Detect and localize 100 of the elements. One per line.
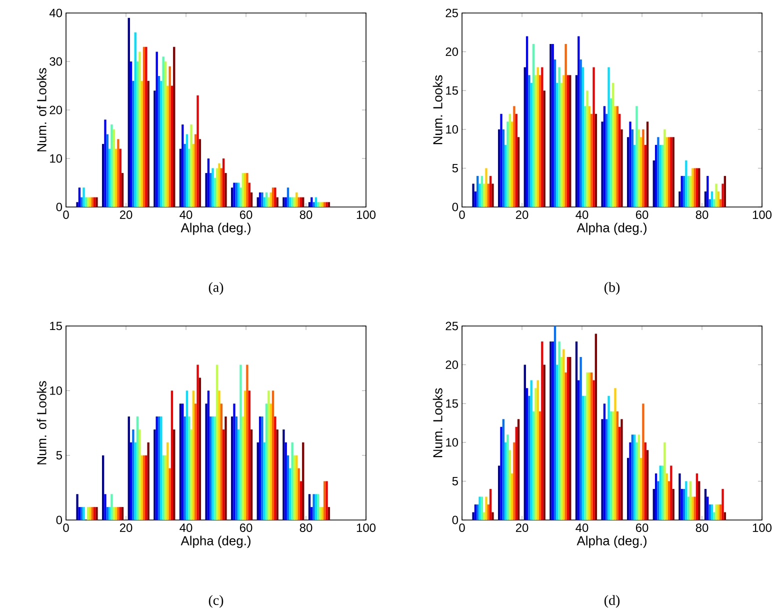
bar (114, 148, 118, 207)
bar (205, 404, 208, 520)
bar (263, 442, 266, 520)
x-tick-label: 60 (636, 210, 648, 219)
bar (696, 473, 698, 520)
bar (612, 411, 614, 520)
bar (592, 67, 595, 207)
bar (119, 148, 122, 207)
bar (687, 176, 690, 207)
bar (314, 494, 318, 520)
bar (724, 512, 726, 520)
bar (145, 46, 148, 207)
bar (710, 191, 714, 207)
bar (513, 106, 516, 207)
bar (130, 442, 132, 520)
y-tick-label: 10 (50, 386, 62, 395)
bar (480, 176, 484, 207)
y-tick-label: 0 (56, 202, 62, 212)
bar (578, 36, 580, 207)
bar (659, 466, 662, 520)
bar (603, 106, 606, 207)
bar (580, 357, 582, 520)
y-tick-label: 20 (50, 106, 62, 114)
bar (114, 507, 118, 520)
bar (274, 188, 276, 207)
bar (532, 44, 535, 207)
bar (246, 173, 248, 207)
bar (218, 163, 220, 207)
bar (566, 75, 570, 207)
bar (173, 46, 176, 207)
bar (515, 114, 518, 207)
bar (590, 372, 593, 520)
bar (312, 494, 315, 520)
bar (78, 507, 81, 520)
bar (136, 61, 139, 207)
bar (575, 342, 578, 520)
x-tick-label: 80 (300, 524, 312, 532)
bar (636, 442, 638, 520)
bar (717, 504, 720, 520)
bar (580, 60, 582, 207)
bar (117, 139, 120, 207)
text: (a) (208, 282, 224, 295)
bar (108, 148, 111, 207)
bar (644, 442, 646, 520)
x-tick-label: 100 (356, 210, 376, 219)
y-tick-label: 0 (452, 516, 458, 524)
bar (627, 137, 630, 207)
bar (480, 496, 484, 520)
bar (661, 466, 664, 520)
bar (102, 455, 104, 520)
bar (652, 160, 655, 207)
bar (76, 494, 78, 520)
text: (b) (604, 282, 620, 295)
bar (610, 411, 612, 520)
x-tick-label: 100 (356, 524, 376, 532)
bar (638, 434, 640, 520)
bar (289, 468, 292, 520)
bar (524, 67, 526, 207)
bar (706, 496, 709, 520)
x-tick-label: 100 (752, 210, 772, 219)
bar (216, 168, 218, 207)
bar (128, 416, 130, 520)
bar (246, 364, 248, 520)
bar (196, 95, 199, 207)
bar (601, 419, 604, 520)
bar (286, 188, 290, 207)
bar (170, 86, 174, 207)
bar (198, 378, 202, 520)
bar (564, 372, 567, 520)
x-tick-label: 40 (576, 524, 588, 532)
bar (640, 458, 642, 520)
bar (76, 202, 78, 207)
bar (510, 473, 514, 520)
bar (248, 390, 250, 520)
bar (220, 168, 222, 207)
bar (506, 122, 509, 207)
bar (636, 106, 638, 207)
bar (724, 176, 726, 207)
bar (222, 158, 225, 207)
bar (708, 504, 711, 520)
bar (504, 144, 507, 207)
bar (582, 396, 584, 520)
bar (270, 192, 272, 207)
bar (184, 144, 186, 207)
bar (214, 416, 216, 520)
bar (196, 364, 199, 520)
bar (233, 404, 236, 520)
y-tick-label: 10 (50, 154, 62, 163)
bar (627, 458, 630, 520)
bar (240, 364, 242, 520)
bar (147, 80, 150, 207)
bar (588, 106, 591, 207)
bar (132, 429, 134, 520)
x-tick-label: 20 (516, 210, 528, 219)
bar (722, 488, 724, 520)
bar (564, 44, 567, 207)
bar (317, 494, 320, 520)
bar (584, 106, 586, 207)
y-tick-label: 20 (446, 48, 458, 56)
bar (646, 450, 649, 520)
